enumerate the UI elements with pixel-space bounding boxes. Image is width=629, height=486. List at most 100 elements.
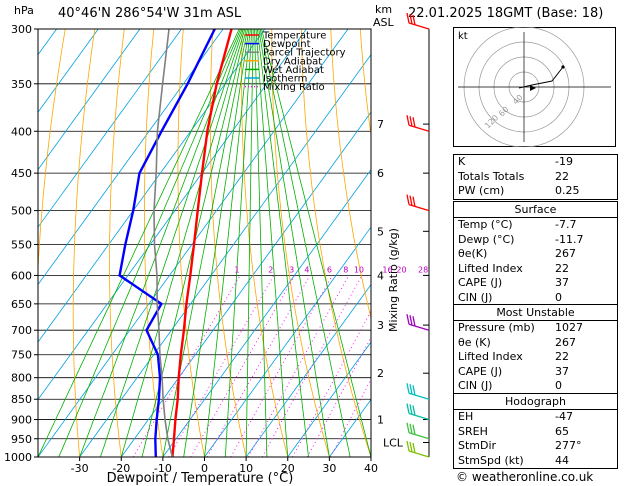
isotherm-line bbox=[245, 283, 371, 457]
hodograph-stat-label: StmDir bbox=[458, 439, 497, 452]
wind-barb bbox=[406, 194, 430, 212]
temperature-tick-label: -30 bbox=[71, 462, 89, 475]
dry-adiabat-line bbox=[330, 29, 371, 320]
most-unstable-label: Lifted Index bbox=[458, 350, 523, 363]
pressure-tick-label: 800 bbox=[11, 372, 32, 385]
surface-value: -7.7 bbox=[555, 218, 577, 231]
wet-adiabat-line bbox=[79, 29, 243, 457]
hodograph-stat-value: -47 bbox=[555, 410, 573, 423]
legend-entry: Parcel Trajectory bbox=[263, 48, 346, 59]
surface-value: 22 bbox=[555, 261, 569, 275]
hodograph-table-title: Hodograph bbox=[454, 394, 617, 410]
sounding-datetime: 22.01.2025 18GMT (Base: 18) bbox=[408, 6, 604, 21]
copyright-text[interactable]: © weatheronline.co.uk bbox=[456, 470, 594, 484]
wet-adiabat-line bbox=[204, 29, 251, 457]
surface-label: CIN (J) bbox=[458, 290, 493, 304]
pressure-tick-label: 350 bbox=[11, 78, 32, 91]
mixing-ratio-tick-label: 2 bbox=[268, 265, 273, 274]
index-value: 22 bbox=[555, 169, 569, 183]
pressure-tick-label: 850 bbox=[11, 393, 32, 406]
pressure-tick-label: 700 bbox=[11, 324, 32, 337]
series-line-parcel-trajectory bbox=[153, 29, 174, 457]
km-tick-label: LCL bbox=[383, 436, 404, 449]
isotherm-line bbox=[204, 226, 371, 457]
dry-adiabat-line bbox=[38, 29, 66, 457]
pressure-tick-label: 500 bbox=[11, 205, 32, 218]
most-unstable-title: Most Unstable bbox=[454, 305, 617, 321]
mixing-ratio-tick-label: 1 bbox=[235, 265, 240, 274]
dry-adiabat-line bbox=[359, 29, 371, 138]
dry-adiabat-line bbox=[72, 29, 96, 457]
wet-adiabat-line bbox=[258, 29, 330, 457]
surface-row: Dewp (°C) -11.7 bbox=[454, 233, 617, 248]
wet-adiabat-line bbox=[224, 29, 253, 457]
hpa-unit-label: hPa bbox=[14, 4, 34, 17]
station-location: 40°46'N 286°54'W 31m ASL bbox=[58, 6, 242, 21]
km-tick-label: 7 bbox=[377, 118, 384, 131]
wet-adiabat-line bbox=[245, 29, 254, 457]
isotherm-line bbox=[38, 29, 307, 401]
hodograph-stat-row: StmDir 277° bbox=[454, 439, 617, 454]
wind-barb bbox=[406, 12, 430, 30]
series-line-temperature bbox=[171, 29, 233, 457]
km-tick-label: 2 bbox=[377, 367, 384, 380]
pressure-tick-label: 950 bbox=[11, 433, 32, 446]
surface-row: θe(K) 267 bbox=[454, 247, 617, 262]
hodograph-stat-row: EH -47 bbox=[454, 410, 617, 425]
km-tick-label: 5 bbox=[377, 225, 384, 238]
legend-entry: Dry Adiabat bbox=[263, 56, 322, 67]
dry-adiabat-line bbox=[300, 29, 371, 457]
most-unstable-label: CAPE (J) bbox=[458, 364, 503, 378]
pressure-tick-label: 550 bbox=[11, 238, 32, 251]
wet-adiabat-line bbox=[100, 29, 244, 457]
hodograph-stat-value: 277° bbox=[555, 439, 582, 452]
legend-entry: Wet Adiabat bbox=[263, 65, 324, 76]
surface-row: Temp (°C) -7.7 bbox=[454, 218, 617, 233]
most-unstable-label: CIN (J) bbox=[458, 379, 493, 392]
km-tick-label: 4 bbox=[377, 269, 384, 282]
surface-row: Lifted Index 22 bbox=[454, 262, 617, 277]
hodograph-stat-label: StmSpd (kt) bbox=[458, 453, 524, 467]
hodograph-unit-label: kt bbox=[458, 31, 468, 42]
pressure-tick-label: 450 bbox=[11, 167, 32, 180]
hodograph-stat-value: 65 bbox=[555, 424, 569, 438]
wet-adiabat-line bbox=[58, 29, 241, 457]
legend-entry: Mixing Ratio bbox=[263, 82, 325, 93]
most-unstable-row: Pressure (mb) 1027 bbox=[454, 321, 617, 336]
km-unit-label: km bbox=[375, 3, 393, 16]
storm-motion-icon bbox=[530, 85, 536, 91]
hodograph-stat-label: SREH bbox=[458, 424, 488, 438]
series-line-dewpoint bbox=[118, 29, 216, 457]
hodograph-trace bbox=[518, 66, 564, 89]
mixing-ratio-tick-label: 4 bbox=[304, 265, 309, 274]
surface-label: Dewp (°C) bbox=[458, 232, 515, 246]
pressure-tick-label: 400 bbox=[11, 125, 32, 138]
surface-value: 267 bbox=[555, 247, 576, 260]
mixing-ratio-line bbox=[168, 275, 275, 457]
pressure-tick-label: 600 bbox=[11, 269, 32, 282]
legend-entry: Dewpoint bbox=[263, 39, 311, 50]
mixing-ratio-tick-label: 28 bbox=[418, 265, 428, 274]
wet-adiabat-line bbox=[259, 29, 351, 457]
wet-adiabat-line bbox=[261, 29, 371, 457]
pressure-tick-label: 750 bbox=[11, 349, 32, 362]
isotherm-line bbox=[162, 168, 371, 457]
surface-label: CAPE (J) bbox=[458, 276, 503, 289]
km-tick-label: 6 bbox=[377, 167, 384, 180]
surface-label: θe(K) bbox=[458, 247, 488, 260]
isotherm-line bbox=[38, 29, 141, 171]
temperature-tick-label: 30 bbox=[322, 462, 336, 475]
isotherm-line bbox=[120, 111, 371, 457]
isotherm-line bbox=[38, 29, 182, 228]
most-unstable-label: θe (K) bbox=[458, 335, 491, 349]
most-unstable-value: 267 bbox=[555, 335, 576, 349]
surface-value: 0 bbox=[555, 290, 562, 304]
mixing-ratio-tick-label: 8 bbox=[343, 265, 348, 274]
most-unstable-value: 37 bbox=[555, 364, 569, 378]
temperature-tick-label: -20 bbox=[112, 462, 130, 475]
most-unstable-row: CAPE (J) 37 bbox=[454, 365, 617, 380]
asl-unit-label: ASL bbox=[373, 16, 394, 29]
wet-adiabat-line bbox=[141, 29, 247, 457]
index-value: 0.25 bbox=[555, 184, 580, 197]
